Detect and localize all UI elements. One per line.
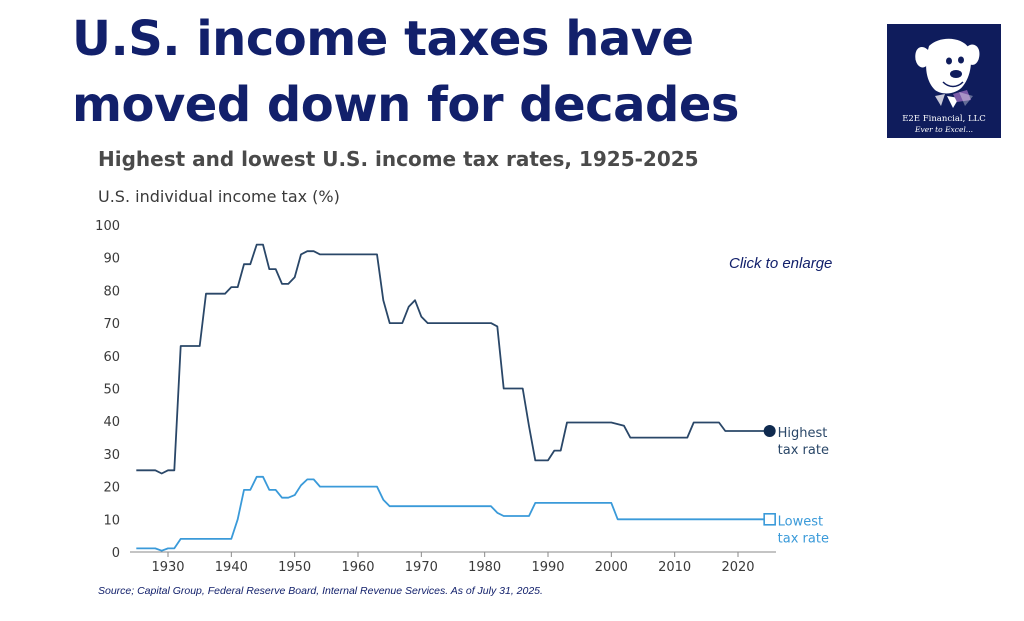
x-tick-label: 1970 bbox=[405, 560, 438, 575]
lowest-tax-rate-line bbox=[136, 475, 770, 552]
y-axis-label: U.S. individual income tax (%) bbox=[98, 187, 340, 206]
x-tick-label: 1940 bbox=[215, 560, 248, 575]
x-tick-label: 1930 bbox=[151, 560, 184, 575]
highest-tax-rate-end-marker bbox=[763, 425, 776, 438]
x-tick-label: 2000 bbox=[595, 560, 628, 575]
x-tick-label: 2020 bbox=[721, 560, 754, 575]
lowest-tax-rate-label: Lowest bbox=[778, 514, 823, 529]
x-tick-label: 1980 bbox=[468, 560, 501, 575]
y-tick-label: 80 bbox=[103, 284, 120, 299]
x-tick-label: 1960 bbox=[341, 560, 374, 575]
x-tick-label: 2010 bbox=[658, 560, 691, 575]
source-note: Source; Capital Group, Federal Reserve B… bbox=[98, 585, 543, 597]
y-tick-label: 40 bbox=[103, 415, 120, 430]
lowest-tax-rate-label: tax rate bbox=[778, 531, 829, 546]
lowest-tax-rate-end-marker bbox=[763, 512, 776, 526]
chart-title: Highest and lowest U.S. income tax rates… bbox=[98, 147, 699, 171]
x-tick-label: 1990 bbox=[531, 560, 564, 575]
click-to-enlarge-link[interactable]: Click to enlarge bbox=[729, 255, 833, 272]
logo-company-name: E2E Financial, LLC bbox=[902, 114, 986, 124]
highest-tax-rate-line bbox=[136, 243, 770, 475]
dog-mascot-icon bbox=[914, 38, 981, 108]
y-tick-label: 60 bbox=[103, 350, 120, 365]
y-tick-label: 20 bbox=[103, 481, 120, 496]
y-tick-label: 0 bbox=[112, 546, 120, 561]
y-tick-label: 50 bbox=[103, 383, 120, 398]
y-tick-label: 100 bbox=[95, 219, 120, 234]
page-headline: U.S. income taxes have moved down for de… bbox=[72, 11, 739, 133]
company-logo[interactable]: E2E Financial, LLC Ever to Excel... bbox=[887, 24, 1001, 138]
highest-tax-rate-label: tax rate bbox=[778, 443, 829, 458]
y-tick-label: 10 bbox=[103, 513, 120, 528]
highest-tax-rate-label: Highest bbox=[778, 426, 828, 441]
y-tick-label: 30 bbox=[103, 448, 120, 463]
x-tick-label: 1950 bbox=[278, 560, 311, 575]
y-tick-label: 70 bbox=[103, 317, 120, 332]
y-tick-label: 90 bbox=[103, 252, 120, 267]
logo-tagline: Ever to Excel... bbox=[915, 125, 973, 134]
